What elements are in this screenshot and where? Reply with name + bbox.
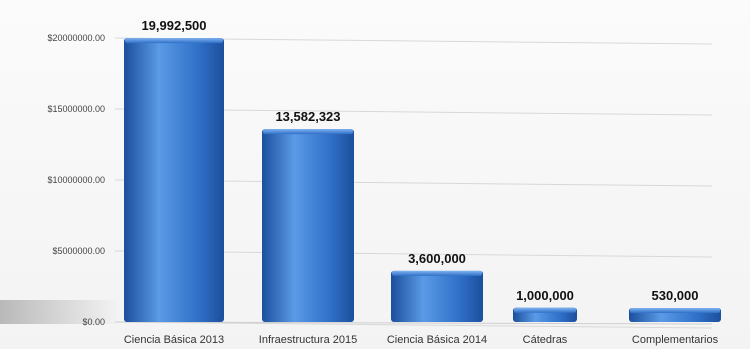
category-label: Ciencia Básica 2013	[124, 334, 224, 346]
bar-group	[629, 308, 721, 322]
data-label: 3,600,000	[408, 251, 466, 266]
bar-group	[262, 129, 354, 322]
bar-group	[391, 270, 483, 322]
category-label: Infraestructura 2015	[259, 334, 357, 346]
bar	[124, 38, 224, 322]
category-label: Complementarios	[632, 334, 719, 346]
data-label: 13,582,323	[275, 109, 340, 124]
y-tick-label: $20000000.00	[47, 33, 105, 43]
data-label: 1,000,000	[516, 288, 574, 303]
gridline	[114, 321, 713, 329]
y-tick-label: $0.00	[82, 317, 105, 327]
bar-top-highlight	[630, 308, 720, 313]
category-label: Cátedras	[523, 334, 568, 346]
bar-top-highlight	[125, 38, 223, 44]
bar-top-highlight	[263, 129, 353, 135]
left-shadow-band	[0, 300, 120, 324]
y-tick-label: $10000000.00	[47, 175, 105, 185]
bar	[262, 129, 354, 322]
bar-top-highlight	[514, 307, 576, 313]
bar	[391, 270, 483, 322]
bar-top-highlight	[392, 270, 482, 276]
bar-group	[124, 38, 224, 322]
y-tick-label: $15000000.00	[47, 104, 105, 114]
x-axis-line	[114, 321, 713, 325]
bar-group	[513, 307, 577, 322]
data-label: 19,992,500	[141, 18, 206, 33]
category-label: Ciencia Básica 2014	[387, 334, 487, 346]
y-tick-label: $5000000.00	[52, 246, 105, 256]
data-label: 530,000	[652, 288, 699, 303]
